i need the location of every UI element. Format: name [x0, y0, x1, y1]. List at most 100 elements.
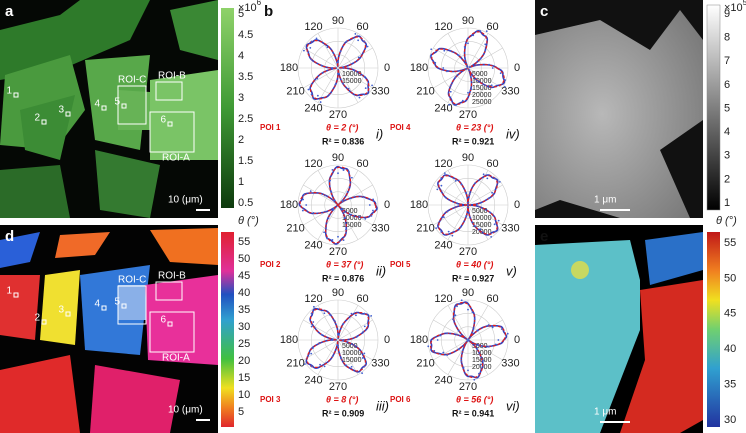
sample-dot [330, 191, 333, 193]
scale-bar-label: 1 μm [594, 195, 616, 206]
sample-dot [459, 225, 462, 228]
colorbar-tick-label: 10 [238, 389, 250, 401]
angle-label: 270 [329, 381, 347, 393]
sample-dot [478, 205, 480, 208]
theta-value: θ = 40 (°) [456, 259, 493, 269]
sample-dot [493, 223, 496, 226]
sample-dot [342, 169, 345, 171]
sample-dot [465, 191, 467, 194]
sample-dot [350, 176, 353, 179]
sample-dot [486, 177, 489, 180]
radial-label: 15000 [342, 222, 362, 229]
colorbar-e [707, 232, 720, 427]
sample-dot [449, 90, 452, 93]
colorbar-tick-label: 2.5 [238, 113, 253, 125]
subplot-index: iii) [376, 398, 389, 413]
poi-label: POI 2 [260, 260, 281, 269]
sample-dot [468, 193, 471, 195]
sample-dot [454, 179, 457, 182]
panel-a-image [0, 0, 218, 218]
sample-dot [468, 339, 470, 342]
angle-label: 180 [410, 62, 428, 74]
subplot-index: ii) [376, 263, 386, 278]
sample-dot [468, 69, 470, 71]
sample-dot [485, 30, 488, 33]
sample-dot [469, 75, 472, 78]
sample-dot [466, 65, 468, 67]
sample-dot [449, 49, 452, 52]
colorbar-tick-label: 4 [724, 126, 730, 138]
angle-label: 120 [304, 293, 322, 305]
sample-dot [363, 352, 366, 355]
sample-dot [312, 321, 315, 323]
sample-dot [339, 50, 342, 53]
sample-dot [482, 173, 485, 176]
polar-spoke [303, 47, 373, 89]
sample-dot [498, 180, 501, 183]
colorbar-tick-label: 50 [724, 272, 736, 284]
sample-dot [443, 172, 446, 175]
colorbar-a [221, 8, 234, 208]
angle-label: 330 [501, 222, 519, 234]
scale-bar-label: 1 μm [594, 407, 616, 418]
sample-dot [430, 48, 433, 51]
point-label: 3 [58, 105, 64, 116]
roi-box [149, 111, 195, 153]
sample-dot [363, 325, 366, 328]
sample-dot [470, 88, 473, 90]
poi-label: POI 5 [390, 260, 411, 269]
sample-dot [467, 91, 469, 94]
sample-dot [466, 340, 469, 342]
colorbar-tick-label: 55 [238, 236, 250, 248]
sample-dot [479, 202, 482, 204]
panel-d-image [0, 225, 218, 433]
sample-dot [363, 93, 366, 96]
sample-dot [320, 333, 323, 336]
angle-label: 90 [332, 287, 344, 299]
sample-dot [312, 305, 315, 308]
colorbar-tick-label: 1 [724, 197, 730, 209]
radial-label: 5000 [472, 208, 488, 215]
radial-label: 5000 [472, 71, 488, 78]
point-label: 3 [58, 305, 64, 316]
model-curve [306, 36, 370, 100]
sample-dot [476, 79, 479, 82]
poi-label: POI 3 [260, 395, 281, 404]
sample-dot [342, 82, 344, 85]
angle-label: 180 [410, 334, 428, 346]
sample-dot [456, 305, 458, 308]
poi-label: POI 4 [390, 123, 411, 132]
point-marker [101, 305, 107, 311]
sample-dot [310, 93, 313, 96]
colorbar-tick-label: 9 [724, 8, 730, 20]
roi-label: ROI-B [158, 71, 186, 82]
colorbar-tick-label: 30 [238, 321, 250, 333]
angle-label: 60 [486, 21, 498, 33]
sample-dot [465, 68, 467, 70]
panel-label: d [5, 228, 14, 245]
sample-dot [336, 61, 339, 64]
sample-dot [454, 314, 457, 317]
sample-dot [331, 339, 334, 341]
theta-value: θ = 8 (°) [326, 394, 358, 404]
poi-label: POI 1 [260, 123, 281, 132]
sample-dot [443, 49, 446, 52]
sample-dot [319, 101, 322, 103]
colorbar-tick-label: 8 [724, 32, 730, 44]
sample-dot [442, 351, 445, 354]
angle-label: 240 [304, 375, 322, 387]
sample-dot [471, 311, 474, 314]
angle-label: 240 [434, 103, 452, 115]
sample-dot [479, 57, 482, 60]
r-squared: R² = 0.921 [452, 136, 494, 146]
sample-dot [332, 51, 334, 54]
point-marker [13, 292, 19, 298]
multiplier: ×10 [724, 2, 743, 14]
sample-dot [332, 199, 335, 202]
sample-dot [358, 96, 361, 99]
theta-value: θ = 56 (°) [456, 394, 493, 404]
point-marker [41, 119, 47, 125]
sample-dot [357, 39, 360, 42]
sample-dot [473, 318, 476, 321]
